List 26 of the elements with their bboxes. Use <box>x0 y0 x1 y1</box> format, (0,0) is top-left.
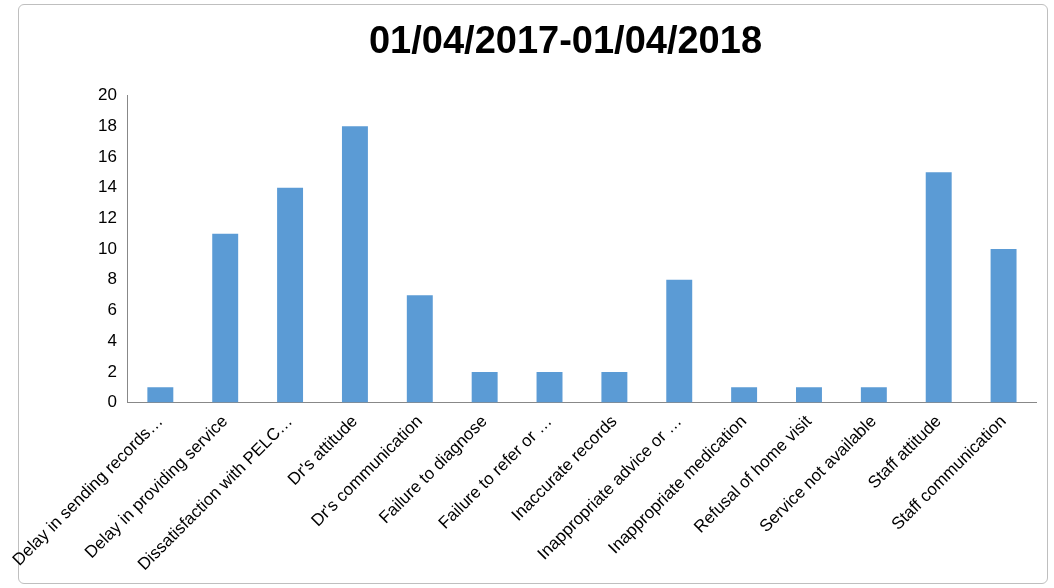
y-tick-label: 2 <box>107 361 117 381</box>
y-tick-label: 20 <box>97 85 117 105</box>
bar <box>536 371 563 403</box>
y-tick-label: 14 <box>97 177 117 197</box>
y-tick-label: 12 <box>97 208 117 228</box>
bar <box>277 187 304 403</box>
y-tick-label: 18 <box>97 115 117 135</box>
y-tick-label: 6 <box>107 300 117 320</box>
y-tick-label: 10 <box>97 238 117 258</box>
bar <box>860 387 887 403</box>
chart-title: 01/04/2017-01/04/2018 <box>368 19 763 62</box>
y-tick-label: 8 <box>107 269 117 289</box>
bar <box>471 371 498 403</box>
bar <box>341 126 368 403</box>
bar <box>601 371 628 403</box>
bar <box>990 249 1017 403</box>
bar <box>796 387 822 403</box>
bar <box>406 295 433 403</box>
bar <box>925 172 952 403</box>
bar <box>731 387 758 403</box>
bar <box>666 279 693 403</box>
y-tick-label: 0 <box>107 392 117 412</box>
y-tick-label: 16 <box>97 146 117 166</box>
bar <box>212 233 239 403</box>
y-tick-label: 4 <box>107 330 117 350</box>
bar <box>147 387 174 403</box>
